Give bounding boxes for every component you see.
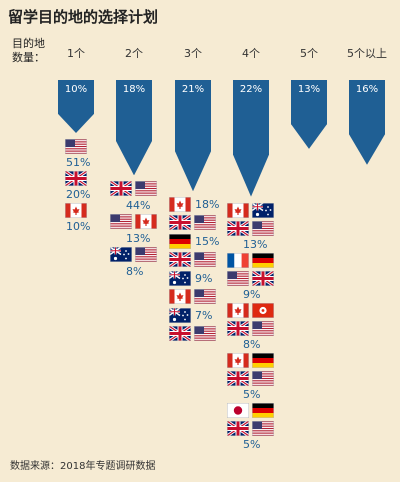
au-flag-icon <box>169 271 191 287</box>
ca-flag-icon <box>227 352 249 368</box>
us-flag-icon <box>65 139 87 154</box>
combination-percent-label: 18% <box>195 198 220 212</box>
uk-flag-icon <box>169 215 191 231</box>
percentage-arrow-bar <box>175 80 211 192</box>
jp-flag-icon <box>227 402 249 418</box>
category-label: 2个 <box>125 47 143 60</box>
uk-flag-icon <box>169 252 191 268</box>
au-flag-icon <box>252 202 274 218</box>
combination-percent-label: 13% <box>126 232 151 246</box>
au-flag-icon <box>169 308 191 324</box>
au-flag-icon <box>110 247 132 263</box>
combination-percent-label: 8% <box>126 265 144 279</box>
combination-percent-label: 44% <box>126 199 151 213</box>
combination-percent-label: 7% <box>195 309 213 323</box>
uk-flag-icon <box>227 220 249 236</box>
combination-percent-label: 8% <box>243 337 261 351</box>
us-flag-icon <box>252 370 274 386</box>
combination-percent-label: 9% <box>195 272 213 286</box>
uk-flag-icon <box>227 370 249 386</box>
bar-value-label: 18% <box>122 84 146 95</box>
uk-flag-icon <box>227 420 249 436</box>
bar-value-label: 10% <box>64 84 88 95</box>
us-flag-icon <box>194 215 216 231</box>
combination-percent-label: 51% <box>66 156 91 169</box>
us-flag-icon <box>194 326 216 342</box>
us-flag-icon <box>194 289 216 305</box>
source-note: 数据来源：2018年专题调研数据 <box>10 461 156 472</box>
combination-percent-label: 10% <box>66 220 91 233</box>
combination-percent-label: 9% <box>243 287 261 301</box>
ca-flag-icon <box>169 197 191 213</box>
bar-value-label: 22% <box>239 84 263 95</box>
percentage-arrow-bar <box>233 80 269 197</box>
bar-value-label: 13% <box>297 84 321 95</box>
category-label: 4个 <box>242 47 260 60</box>
combination-percent-label: 5% <box>243 387 261 401</box>
ca-flag-icon <box>227 302 249 318</box>
ca-flag-icon <box>227 202 249 218</box>
combination-percent-label: 20% <box>66 188 91 201</box>
category-label: 3个 <box>184 47 202 60</box>
uk-flag-icon <box>169 326 191 342</box>
de-flag-icon <box>252 252 274 268</box>
ca-flag-icon <box>135 214 157 230</box>
us-flag-icon <box>252 420 274 436</box>
us-flag-icon <box>194 252 216 268</box>
ca-flag-icon <box>65 203 87 218</box>
hk-flag-icon <box>252 302 274 318</box>
uk-flag-icon <box>65 171 87 186</box>
de-flag-icon <box>169 234 191 250</box>
chart-title: 留学目的地的选择计划 <box>8 8 159 26</box>
us-flag-icon <box>135 247 157 263</box>
de-flag-icon <box>252 352 274 368</box>
combination-percent-label: 5% <box>243 437 261 451</box>
us-flag-icon <box>227 270 249 286</box>
us-flag-icon <box>135 181 157 197</box>
us-flag-icon <box>252 320 274 336</box>
category-label: 1个 <box>67 47 85 60</box>
combination-percent-label: 15% <box>195 235 220 249</box>
bar-value-label: 21% <box>181 84 205 95</box>
de-flag-icon <box>252 402 274 418</box>
us-flag-icon <box>110 214 132 230</box>
uk-flag-icon <box>110 181 132 197</box>
us-flag-icon <box>252 220 274 236</box>
bar-value-label: 16% <box>355 84 379 95</box>
category-label: 5个以上 <box>347 47 387 60</box>
ca-flag-icon <box>169 289 191 305</box>
category-label: 5个 <box>300 47 318 60</box>
uk-flag-icon <box>227 320 249 336</box>
uk-flag-icon <box>252 270 274 286</box>
combination-percent-label: 13% <box>243 237 268 251</box>
destination-count-label: 目的地数量： <box>12 37 45 64</box>
fr-flag-icon <box>227 252 249 268</box>
